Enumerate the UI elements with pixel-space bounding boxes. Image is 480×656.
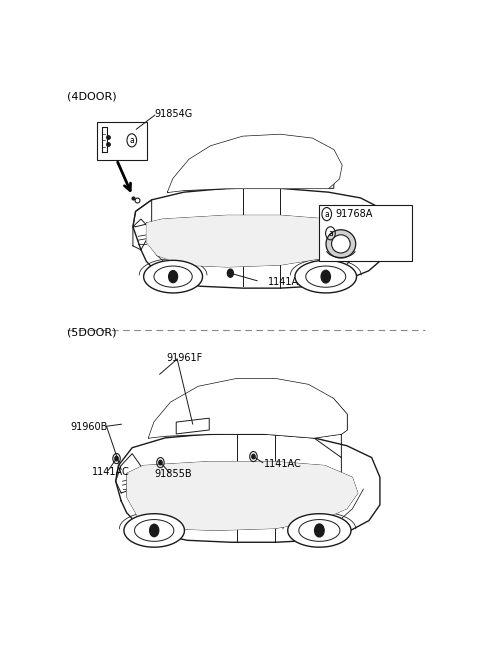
Polygon shape [133, 188, 387, 288]
Ellipse shape [332, 235, 350, 253]
Polygon shape [146, 215, 360, 267]
Text: a: a [328, 229, 333, 237]
Bar [319, 205, 411, 260]
Polygon shape [288, 514, 351, 547]
Circle shape [150, 524, 159, 537]
Polygon shape [168, 134, 342, 192]
Polygon shape [149, 379, 347, 438]
Text: 91768A: 91768A [342, 228, 379, 238]
Text: (4DOOR): (4DOOR) [67, 91, 117, 101]
Polygon shape [154, 266, 192, 287]
Text: 91960B: 91960B [71, 422, 108, 432]
Polygon shape [295, 260, 357, 293]
Polygon shape [144, 260, 203, 293]
Text: (5DOOR): (5DOOR) [67, 328, 117, 338]
Text: 1141AC: 1141AC [92, 466, 130, 477]
Text: 91961F: 91961F [166, 352, 202, 363]
Circle shape [168, 271, 178, 283]
Circle shape [252, 454, 255, 459]
Text: 1129EA: 1129EA [97, 131, 134, 140]
Circle shape [228, 269, 233, 277]
Polygon shape [176, 418, 209, 434]
Circle shape [314, 524, 324, 537]
Polygon shape [299, 520, 340, 541]
Bar [97, 121, 147, 159]
Text: 1141AC: 1141AC [268, 277, 306, 287]
Polygon shape [306, 266, 346, 287]
Text: a: a [324, 210, 329, 218]
Circle shape [321, 270, 330, 283]
Polygon shape [124, 514, 184, 547]
Polygon shape [116, 434, 380, 543]
Ellipse shape [326, 230, 356, 258]
Circle shape [115, 457, 118, 461]
Circle shape [159, 461, 162, 465]
Text: a: a [130, 136, 134, 145]
Polygon shape [127, 462, 358, 531]
Text: 91854G: 91854G [155, 109, 193, 119]
Text: 91768A: 91768A [335, 209, 372, 219]
Polygon shape [134, 520, 174, 541]
Text: 1141AC: 1141AC [264, 459, 301, 468]
Text: 91855B: 91855B [155, 469, 192, 479]
